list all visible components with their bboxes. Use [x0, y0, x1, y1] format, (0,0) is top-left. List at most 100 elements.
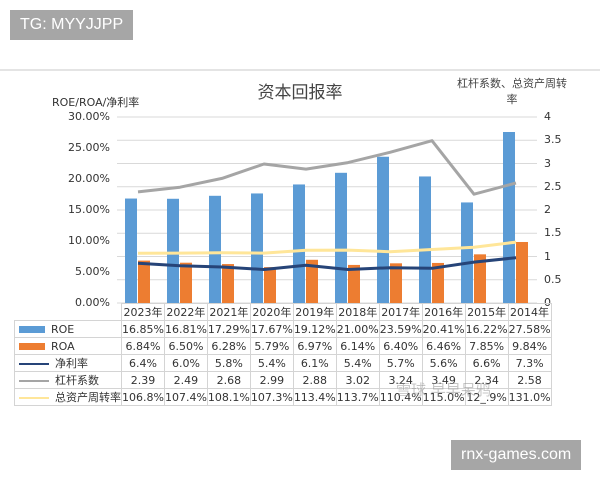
- y-tick-right: 4: [544, 110, 551, 123]
- bar-roe: [125, 198, 137, 303]
- legend-label: 杠杆系数: [55, 374, 99, 387]
- table-cell: 2.99: [249, 371, 294, 389]
- y-tick-right: 0.5: [544, 272, 562, 286]
- table-cell: 17.29%: [206, 320, 251, 338]
- bar-roa: [516, 241, 528, 303]
- y-tick-right: 1: [544, 249, 551, 263]
- bar-roa: [222, 264, 234, 303]
- table-header-year: 2018年: [335, 303, 380, 321]
- bar-roe: [209, 195, 221, 303]
- bar-roe: [419, 176, 431, 303]
- table-cell: 2.58: [507, 371, 552, 389]
- table-cell: 6.50%: [163, 337, 208, 355]
- table-cell: 12_.9%: [464, 388, 509, 406]
- y-tick-left: 20.00%: [68, 172, 110, 185]
- bar-roa: [138, 260, 150, 303]
- chart-title: 资本回报率: [257, 83, 343, 103]
- table-cell: 16.22%: [464, 320, 509, 338]
- table-header-year: 2022年: [163, 303, 208, 321]
- table-cell: 6.84%: [121, 337, 165, 355]
- bar-roa: [264, 267, 276, 303]
- divider: [0, 69, 600, 71]
- table-cell: 6.4%: [121, 354, 165, 372]
- table-cell: 107.3%: [249, 388, 294, 406]
- bar-roa: [348, 264, 360, 303]
- bar-roa: [180, 262, 192, 303]
- table-header-year: 2019年: [292, 303, 337, 321]
- table-cell: 6.28%: [206, 337, 251, 355]
- legend-label: 净利率: [55, 357, 88, 370]
- table-header-year: 2016年: [421, 303, 466, 321]
- bar-roa: [306, 259, 318, 303]
- table-cell: 115.0%: [421, 388, 466, 406]
- table-cell: 7.3%: [507, 354, 552, 372]
- table-cell: 113.4%: [292, 388, 337, 406]
- table-header-year: 2023年: [121, 303, 165, 321]
- line-swatch-icon: [19, 363, 49, 365]
- table-cell: 21.00%: [335, 320, 380, 338]
- table-cell: 9.84%: [507, 337, 552, 355]
- bar-roe: [293, 184, 305, 303]
- table-cell: 5.7%: [378, 354, 423, 372]
- legend-entry: ROE: [14, 320, 122, 338]
- table-cell: 17.67%: [249, 320, 294, 338]
- table-cell: 3.24: [378, 371, 423, 389]
- table-cell: 2.34: [464, 371, 509, 389]
- y-tick-right: 2: [544, 203, 551, 216]
- table-cell: 3.02: [335, 371, 380, 389]
- legend-label: ROA: [51, 339, 75, 353]
- table-corner: [15, 304, 122, 321]
- table-cell: 2.49: [163, 371, 208, 389]
- table-header-year: 2021年: [206, 303, 251, 321]
- legend-entry: 净利率: [14, 354, 122, 372]
- table-cell: 7.85%: [464, 337, 509, 355]
- top-tag: TG: MYYJJPP: [10, 10, 134, 40]
- table-cell: 27.58%: [507, 320, 552, 338]
- table-cell: 23.59%: [378, 320, 423, 338]
- line-杠杆系数: [137, 139, 517, 196]
- table-cell: 6.14%: [335, 337, 380, 355]
- legend-entry: ROA: [14, 337, 122, 355]
- table-row: 总资产周转率 106.8% 107.4% 108.1% 107.3% 113.4% 113.…: [14, 388, 552, 406]
- y-tick-left: 30.00%: [68, 110, 110, 123]
- line-swatch-icon: [19, 380, 49, 382]
- table-row: 杠杆系数 2.39 2.49 2.68 2.99 2.88 3.02 3.24 3.49 2.34…: [14, 371, 552, 389]
- table-cell: 2.39: [121, 371, 165, 389]
- table-cell: 108.1%: [206, 388, 251, 406]
- line-总资产周转率: [137, 240, 517, 255]
- data-table: 2023年 2022年 2021年 2020年 2019年 2018年 2017年 2016年…: [14, 303, 552, 406]
- table-cell: 5.6%: [421, 354, 466, 372]
- bar-roa: [432, 262, 444, 303]
- bar-roa: [390, 263, 402, 303]
- table-header-year: 2017年: [378, 303, 423, 321]
- y-tick-left: 5.00%: [75, 265, 110, 278]
- y-tick-right: 1.5: [544, 226, 562, 240]
- legend-entry: 杠杆系数: [14, 371, 122, 389]
- table-row: 净利率 6.4% 6.0% 5.8% 5.4% 6.1% 5.4% 5.7% 5.6% 6.6% 7…: [14, 354, 552, 372]
- bar-roe: [251, 193, 263, 303]
- line-净利率: [137, 256, 517, 271]
- y-tick-left: 15.00%: [68, 203, 110, 216]
- watermark: 雪球 早早呆鸦: [396, 381, 491, 399]
- table-cell: 6.0%: [163, 354, 208, 372]
- table-cell: 2.88: [292, 371, 337, 389]
- y-tick-right: 3: [544, 156, 551, 170]
- bar-roe: [461, 202, 473, 303]
- y-tick-right: 2.5: [544, 179, 562, 193]
- table-cell: 106.8%: [121, 388, 165, 406]
- bar-swatch-icon: [19, 326, 45, 333]
- table-cell: 6.1%: [292, 354, 337, 372]
- bar-roe: [167, 198, 179, 303]
- bar-roe: [503, 132, 515, 303]
- line-swatch-icon: [19, 397, 49, 399]
- table-cell: 6.97%: [292, 337, 337, 355]
- table-cell: 5.79%: [249, 337, 294, 355]
- y-tick-left: 10.00%: [68, 234, 110, 247]
- bar-roe: [335, 172, 347, 303]
- table-row: ROA 6.84% 6.50% 6.28% 5.79% 6.97% 6.14% 6.40% 6.…: [14, 337, 552, 355]
- table-cell: 2.68: [206, 371, 251, 389]
- table-row: ROE 16.85% 16.81% 17.29% 17.67% 19.12% 21.00% 2…: [14, 320, 552, 338]
- table-cell: 113.7%: [335, 388, 380, 406]
- table-cell: 5.4%: [249, 354, 294, 372]
